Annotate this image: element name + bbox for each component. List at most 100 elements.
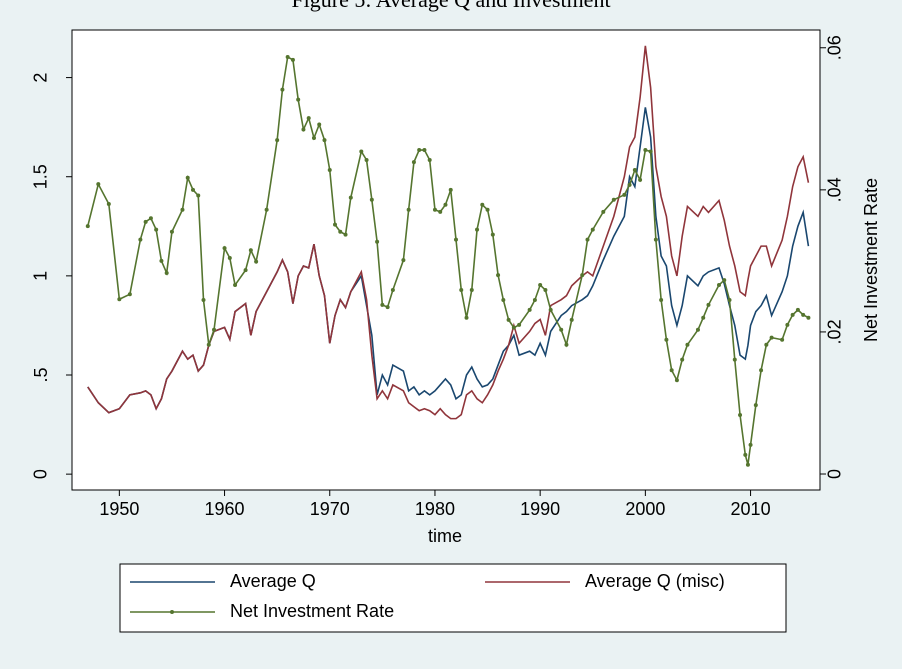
y2-tick-label: .02 <box>825 319 845 344</box>
series-marker <box>748 442 753 447</box>
series-marker <box>759 368 764 373</box>
series-marker <box>590 227 595 232</box>
series-marker <box>464 315 469 320</box>
series-marker <box>722 278 727 283</box>
y2-tick-label: 0 <box>825 469 845 479</box>
series-marker <box>364 158 369 163</box>
series-marker <box>301 127 306 132</box>
legend-label: Net Investment Rate <box>230 601 394 621</box>
series-marker <box>85 224 90 229</box>
series-marker <box>753 403 758 408</box>
series-marker <box>296 97 301 102</box>
series-marker <box>275 138 280 143</box>
series-marker <box>627 182 632 187</box>
series-marker <box>311 135 316 140</box>
series-line <box>87 55 809 465</box>
series-marker <box>285 54 290 59</box>
series-marker <box>453 237 458 242</box>
series-marker <box>611 197 616 202</box>
series-marker <box>585 237 590 242</box>
series-marker <box>106 202 111 207</box>
series-marker <box>701 315 706 320</box>
series-marker <box>369 197 374 202</box>
x-tick-label: 1980 <box>415 499 455 519</box>
series-marker <box>664 337 669 342</box>
series-marker <box>517 322 522 327</box>
series-marker <box>459 288 464 293</box>
legend-marker <box>170 610 174 614</box>
series-marker <box>227 256 232 261</box>
series-marker <box>148 216 153 221</box>
series-marker <box>764 342 769 347</box>
series-marker <box>417 148 422 153</box>
series-marker <box>532 297 537 302</box>
series-marker <box>243 268 248 273</box>
series-marker <box>138 237 143 242</box>
series-marker <box>669 368 674 373</box>
series-marker <box>180 207 185 212</box>
y-tick-label: 1.5 <box>31 164 51 189</box>
series-marker <box>317 122 322 127</box>
x-tick-label: 1970 <box>310 499 350 519</box>
series-marker <box>422 148 427 153</box>
series-marker <box>548 307 553 312</box>
y2-axis-title: Net Investment Rate <box>861 178 881 342</box>
series-marker <box>448 187 453 192</box>
series-marker <box>322 138 327 143</box>
series-marker <box>743 452 748 457</box>
series-marker <box>653 237 658 242</box>
series-marker <box>248 248 253 253</box>
series-marker <box>638 177 643 182</box>
series-line <box>87 45 810 420</box>
series-marker <box>801 312 806 317</box>
series-marker <box>806 315 811 320</box>
series-marker <box>264 207 269 212</box>
series-marker <box>496 273 501 278</box>
series-marker <box>212 327 217 332</box>
y2-tick-label: .04 <box>825 177 845 202</box>
series-marker <box>127 292 132 297</box>
series-marker <box>527 307 532 312</box>
series-marker <box>385 305 390 310</box>
series-marker <box>117 297 122 302</box>
series-marker <box>343 232 348 237</box>
series-marker <box>680 357 685 362</box>
series-marker <box>154 227 159 232</box>
x-tick-label: 2000 <box>625 499 665 519</box>
x-axis-title: time <box>428 526 462 546</box>
series-marker <box>254 259 259 264</box>
series-marker <box>785 322 790 327</box>
series-marker <box>695 327 700 332</box>
x-tick-label: 1990 <box>520 499 560 519</box>
series-marker <box>359 149 364 154</box>
series-marker <box>443 202 448 207</box>
series-marker <box>632 167 637 172</box>
y2-tick-label: .06 <box>825 35 845 60</box>
series-marker <box>738 413 743 418</box>
series-marker <box>674 378 679 383</box>
y-tick-label: 0 <box>31 469 51 479</box>
series-marker <box>406 207 411 212</box>
series-marker <box>432 207 437 212</box>
series-marker <box>380 302 385 307</box>
x-tick-label: 2010 <box>731 499 771 519</box>
y-tick-label: 1 <box>31 271 51 281</box>
series-marker <box>685 342 690 347</box>
series-marker <box>206 342 211 347</box>
series-marker <box>485 207 490 212</box>
series-marker <box>769 335 774 340</box>
series-marker <box>745 462 750 467</box>
series-marker <box>348 195 353 200</box>
series-marker <box>280 87 285 92</box>
series-marker <box>222 246 227 251</box>
series-marker <box>659 297 664 302</box>
y-tick-label: 2 <box>31 73 51 83</box>
series-marker <box>233 283 238 288</box>
series-marker <box>401 258 406 263</box>
series-marker <box>732 357 737 362</box>
series-marker <box>333 222 338 227</box>
series-marker <box>511 325 516 330</box>
legend <box>119 563 787 633</box>
series-marker <box>475 227 480 232</box>
